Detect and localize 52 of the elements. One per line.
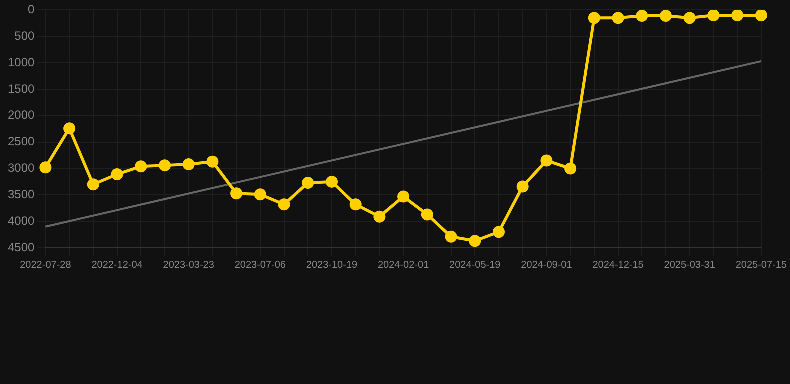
x-tick-label: 2022-12-04 bbox=[92, 260, 144, 271]
y-tick-label: 500 bbox=[14, 28, 36, 43]
x-tick-label: 2024-02-01 bbox=[378, 260, 430, 271]
point bbox=[302, 177, 314, 189]
x-tick-label: 2025-03-31 bbox=[664, 260, 716, 271]
point bbox=[492, 226, 505, 238]
y-tick-label: 4500 bbox=[8, 240, 36, 254]
point bbox=[755, 10, 768, 22]
y-tick-label: 1000 bbox=[8, 55, 36, 70]
point bbox=[540, 154, 553, 167]
point bbox=[708, 10, 720, 22]
x-tick-label: 2023-07-06 bbox=[234, 260, 286, 271]
x-tick-label: 2022-07-28 bbox=[20, 260, 72, 271]
point bbox=[111, 168, 124, 181]
x-tick-label: 2023-03-23 bbox=[163, 260, 215, 271]
y-tick-label: 0 bbox=[28, 2, 36, 17]
point bbox=[398, 190, 410, 203]
point bbox=[445, 230, 458, 243]
point bbox=[206, 156, 219, 168]
x-tick-label: 2024-09-01 bbox=[521, 260, 573, 271]
y-tick-label: 1500 bbox=[8, 82, 36, 96]
y-tick-label: 4000 bbox=[8, 214, 36, 228]
x-tick-label: 2024-05-19 bbox=[450, 260, 502, 271]
point bbox=[612, 12, 624, 24]
point bbox=[135, 160, 148, 173]
point bbox=[326, 176, 338, 188]
point bbox=[660, 10, 672, 22]
point bbox=[564, 162, 577, 175]
point bbox=[230, 188, 243, 200]
point bbox=[278, 198, 290, 211]
y-tick-label: 2500 bbox=[8, 134, 36, 149]
point bbox=[588, 12, 600, 24]
y-tick-label: 3000 bbox=[8, 161, 36, 176]
y-tick-label: 2000 bbox=[8, 108, 36, 122]
point bbox=[374, 210, 386, 223]
point bbox=[254, 188, 266, 201]
point bbox=[636, 10, 648, 22]
point bbox=[87, 178, 100, 191]
point bbox=[469, 235, 482, 248]
point bbox=[732, 10, 744, 22]
point bbox=[684, 12, 696, 24]
point bbox=[64, 122, 76, 135]
point bbox=[182, 158, 195, 171]
point bbox=[516, 180, 529, 193]
point bbox=[158, 160, 171, 172]
point bbox=[421, 208, 434, 221]
x-tick-label: 2023-10-19 bbox=[306, 260, 358, 271]
x-tick-label: 2025-07-15 bbox=[736, 260, 788, 271]
point bbox=[40, 162, 52, 174]
y-tick-label: 3500 bbox=[8, 187, 36, 202]
point bbox=[350, 198, 362, 211]
x-tick-label: 2024-12-15 bbox=[592, 260, 644, 271]
